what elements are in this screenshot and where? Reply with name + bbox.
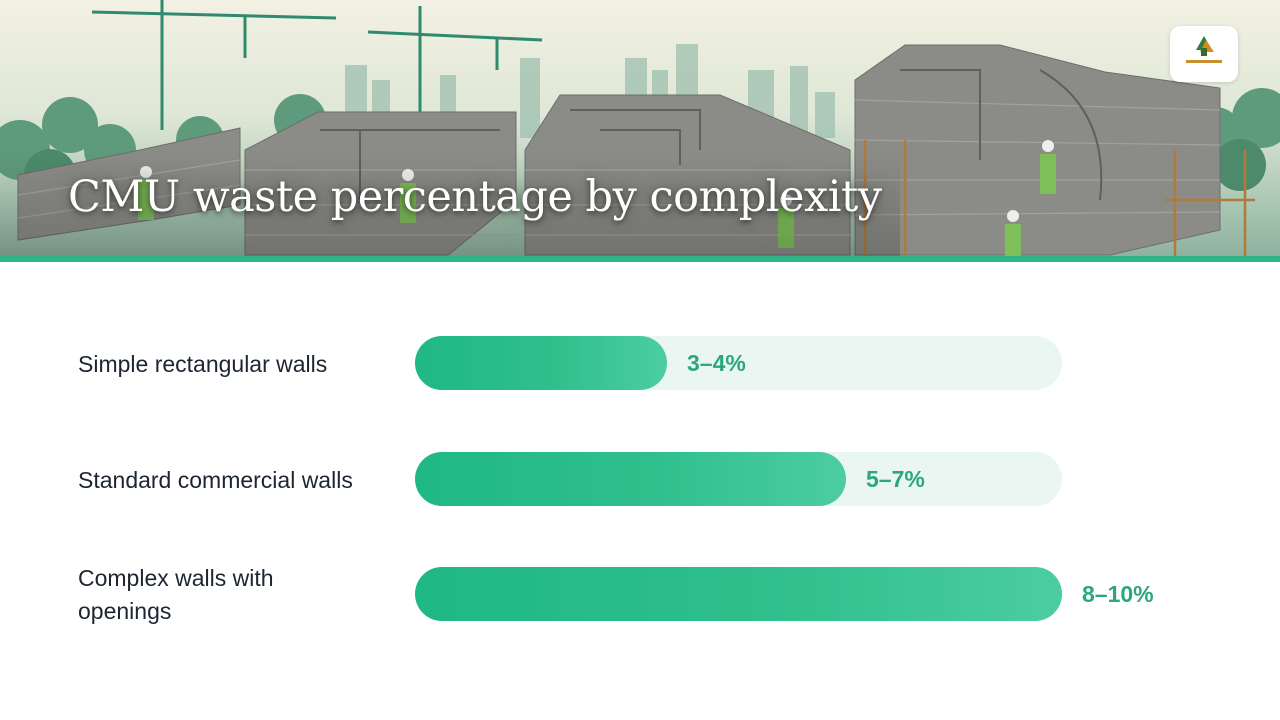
- bar-track: [415, 567, 1062, 621]
- category-label: Complex walls with openings: [78, 565, 274, 624]
- construction-scene-illustration: [0, 0, 1280, 256]
- bar: [415, 567, 1062, 621]
- page-title: CMU waste percentage by complexity: [68, 172, 882, 222]
- bar: [415, 336, 667, 390]
- category-label: Simple rectangular walls: [78, 351, 328, 377]
- horizontal-bar-chart: Simple rectangular walls 3–4% Standard c…: [0, 262, 1280, 720]
- header-banner: CMU waste percentage by complexity: [0, 0, 1280, 256]
- bar: [415, 452, 846, 506]
- company-logo-icon: [1186, 36, 1222, 63]
- bar-track: [415, 452, 1062, 506]
- value-label: 5–7%: [866, 466, 925, 492]
- logo: [1170, 26, 1238, 82]
- value-label: 8–10%: [1082, 581, 1154, 607]
- value-label: 3–4%: [687, 350, 746, 376]
- category-label: Standard commercial walls: [78, 467, 353, 493]
- accent-divider: [0, 256, 1280, 262]
- bar-track: [415, 336, 1062, 390]
